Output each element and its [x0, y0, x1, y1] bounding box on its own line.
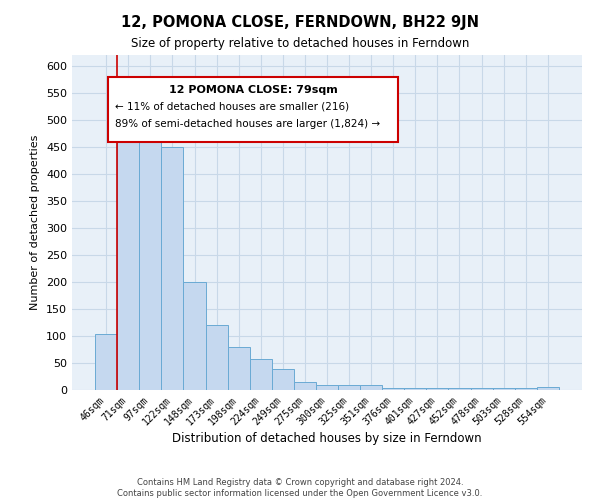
Bar: [493, 388, 515, 390]
Bar: [294, 382, 316, 390]
Bar: [316, 385, 338, 390]
Bar: [250, 358, 272, 390]
Text: Size of property relative to detached houses in Ferndown: Size of property relative to detached ho…: [131, 38, 469, 51]
X-axis label: Distribution of detached houses by size in Ferndown: Distribution of detached houses by size …: [172, 432, 482, 446]
Bar: [161, 147, 184, 390]
Bar: [272, 370, 294, 390]
Text: ← 11% of detached houses are smaller (216): ← 11% of detached houses are smaller (21…: [115, 102, 349, 112]
Bar: [95, 334, 117, 390]
Y-axis label: Number of detached properties: Number of detached properties: [31, 135, 40, 310]
Text: 12 POMONA CLOSE: 79sqm: 12 POMONA CLOSE: 79sqm: [169, 85, 337, 95]
Bar: [515, 388, 537, 390]
Bar: [117, 127, 139, 390]
Bar: [427, 388, 448, 390]
Bar: [139, 128, 161, 390]
FancyBboxPatch shape: [108, 77, 398, 142]
Bar: [338, 385, 360, 390]
Bar: [206, 324, 227, 390]
Bar: [227, 347, 250, 390]
Bar: [184, 282, 206, 390]
Bar: [470, 388, 493, 390]
Bar: [360, 385, 382, 390]
Bar: [537, 388, 559, 390]
Bar: [382, 388, 404, 390]
Bar: [448, 388, 470, 390]
Bar: [404, 388, 427, 390]
Text: Contains HM Land Registry data © Crown copyright and database right 2024.
Contai: Contains HM Land Registry data © Crown c…: [118, 478, 482, 498]
Text: 89% of semi-detached houses are larger (1,824) →: 89% of semi-detached houses are larger (…: [115, 118, 380, 128]
Text: 12, POMONA CLOSE, FERNDOWN, BH22 9JN: 12, POMONA CLOSE, FERNDOWN, BH22 9JN: [121, 15, 479, 30]
